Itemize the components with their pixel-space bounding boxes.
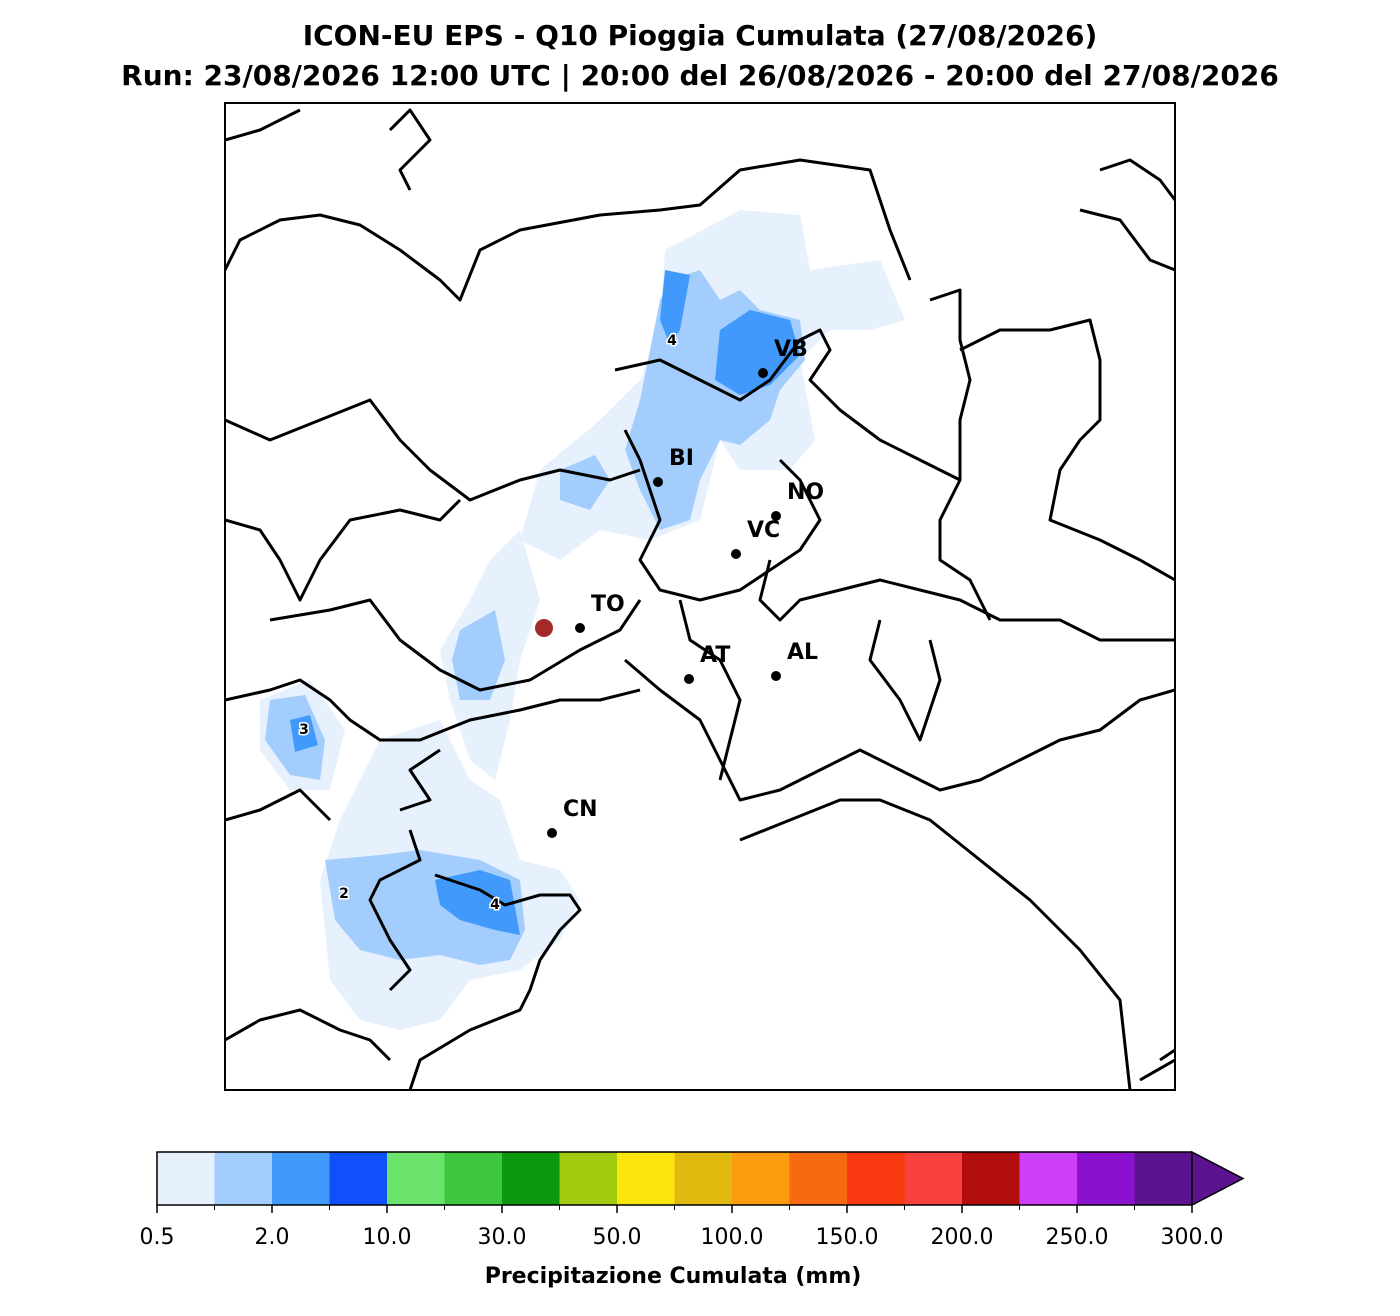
colorbar-swatch <box>674 1152 733 1205</box>
colorbar-swatch <box>962 1152 1020 1205</box>
colorbar-swatch <box>157 1152 215 1205</box>
map-area <box>225 108 1175 1090</box>
colorbar-swatch <box>329 1152 388 1205</box>
city-dot <box>731 549 741 559</box>
colorbar-swatch <box>732 1152 790 1205</box>
city-dot <box>771 671 781 681</box>
contour-label: 2 <box>339 886 349 902</box>
colorbar-swatch <box>559 1152 618 1205</box>
precip-field <box>260 210 905 1030</box>
colorbar-swatch <box>272 1152 330 1205</box>
map-frame <box>224 102 1176 1091</box>
contour-label: 4 <box>667 333 677 349</box>
city-dot <box>547 828 557 838</box>
city-label: NO <box>787 480 824 505</box>
cities: VB BI NO VC TO AT AL CN <box>547 337 824 838</box>
colorbar-tick-label: 100.0 <box>701 1225 764 1250</box>
colorbar-label: Precipitazione Cumulata (mm) <box>485 1264 862 1289</box>
colorbar-tick-label: 30.0 <box>478 1225 527 1250</box>
colorbar-tick-label: 0.5 <box>140 1225 175 1250</box>
colorbar-swatch <box>904 1152 963 1205</box>
colorbar-swatch <box>214 1152 273 1205</box>
colorbar-tick-label: 300.0 <box>1161 1225 1224 1250</box>
colorbar-extend <box>1191 1150 1245 1207</box>
subtitle: Run: 23/08/2026 12:00 UTC | 20:00 del 26… <box>121 59 1279 92</box>
colorbar-swatch <box>1019 1152 1078 1205</box>
colorbar-swatch <box>617 1152 675 1205</box>
colorbar-tick-label: 200.0 <box>931 1225 994 1250</box>
colorbar-tick-label: 150.0 <box>816 1225 879 1250</box>
colorbar-swatch <box>387 1152 445 1205</box>
contour-labels: 4 3 2 4 <box>298 332 679 915</box>
city-label: CN <box>563 797 598 822</box>
colorbar-swatch <box>1077 1152 1135 1205</box>
city-dot <box>771 511 781 521</box>
city-dot <box>653 477 663 487</box>
city-dot <box>758 368 768 378</box>
title: ICON-EU EPS - Q10 Pioggia Cumulata (27/0… <box>303 19 1098 52</box>
city-dot <box>575 623 585 633</box>
colorbar-tick-label: 10.0 <box>363 1225 412 1250</box>
city-label: VC <box>747 518 780 543</box>
colorbar-tick-label: 2.0 <box>255 1225 290 1250</box>
colorbar-swatch <box>1134 1152 1193 1205</box>
borders <box>225 108 1175 1090</box>
colorbar-swatch <box>502 1152 560 1205</box>
city-label: AL <box>787 640 818 665</box>
city-dot <box>684 674 694 684</box>
colorbar-swatch <box>444 1152 503 1205</box>
location-marker <box>535 619 553 637</box>
city-label: VB <box>774 337 808 362</box>
colorbar-swatch <box>847 1152 905 1205</box>
colorbar-tick-label: 50.0 <box>593 1225 642 1250</box>
city-label: BI <box>669 446 694 471</box>
colorbar-tick-label: 250.0 <box>1046 1225 1109 1250</box>
colorbar-swatch <box>789 1152 848 1205</box>
colorbar: 0.5 2.0 10.0 30.0 50.0 100.0 150.0 200.0 250.0 30… <box>140 1150 1245 1250</box>
contour-label: 4 <box>490 897 500 913</box>
city-label: AT <box>700 643 730 668</box>
city-label: TO <box>591 592 625 617</box>
contour-label: 3 <box>299 722 309 738</box>
